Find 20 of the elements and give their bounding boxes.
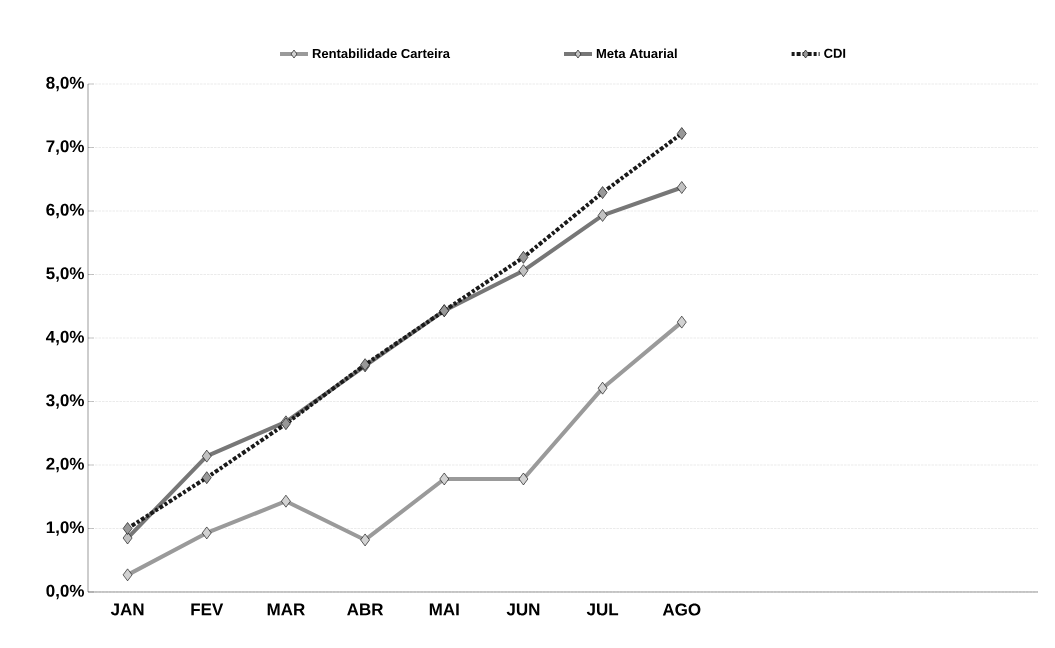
x-tick-label: MAI	[429, 603, 459, 616]
y-tick-label: 8,0%	[46, 76, 85, 92]
y-tick-label: 7,0%	[46, 140, 85, 155]
x-tick-label: JUN	[506, 603, 540, 616]
y-tick-label: 5,0%	[46, 267, 85, 282]
x-tick-label: ABR	[347, 603, 384, 616]
legend-label: CDI	[824, 48, 846, 58]
y-tick-label: 3,0%	[46, 394, 85, 409]
legend-label: Meta Atuarial	[596, 48, 677, 59]
x-tick-label: JUL	[586, 603, 619, 616]
y-tick-label: 1,0%	[46, 521, 85, 536]
legend-label: Rentabilidade Carteira	[312, 48, 451, 59]
x-tick-label: JAN	[110, 603, 144, 616]
x-tick-label: AGO	[662, 603, 701, 616]
y-tick-label: 0,0%	[46, 584, 85, 600]
x-tick-label: FEV	[191, 603, 224, 616]
x-tick-label: MAR	[267, 603, 305, 616]
y-tick-label: 4,0%	[45, 330, 85, 346]
y-tick-label: 2,0%	[46, 457, 85, 473]
y-tick-label: 6,0%	[46, 203, 85, 219]
